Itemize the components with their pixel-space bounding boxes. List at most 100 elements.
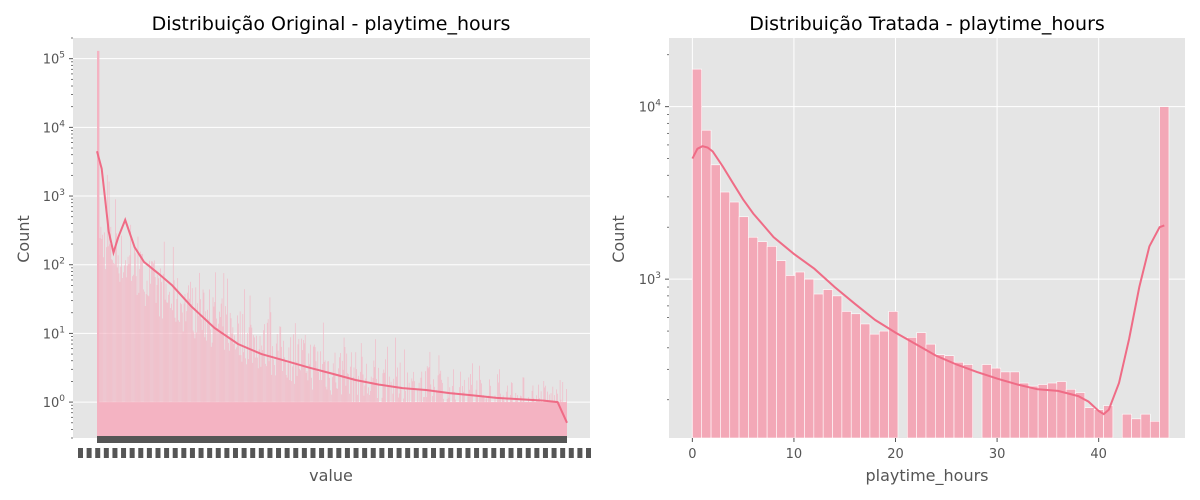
bar-original-265 <box>336 388 338 403</box>
bar-original-376 <box>436 390 438 403</box>
bar-original-125 <box>209 329 211 403</box>
xtick-label-original-40 <box>422 448 428 458</box>
bar-original-3 <box>99 238 101 403</box>
bar-original-315 <box>381 397 383 403</box>
bar-original-304 <box>371 381 373 403</box>
bar-original-37 <box>130 224 132 403</box>
bar-original-508 <box>556 389 557 403</box>
bar-original-36 <box>129 255 131 403</box>
bar-original-158 <box>239 311 241 403</box>
bar-original-515 <box>562 382 564 403</box>
xtick-label-original-42 <box>439 448 445 458</box>
bar-original-513 <box>560 399 562 403</box>
bar-original-395 <box>454 391 455 403</box>
original-ytick-base-3: 10 <box>43 190 60 205</box>
bar-original-373 <box>434 386 435 403</box>
xtick-label-original-7 <box>138 448 144 458</box>
xtick-label-treated-1: 10 <box>786 447 803 462</box>
bar-original-414 <box>471 384 472 403</box>
kde-curve-original <box>96 150 568 424</box>
bar-original-321 <box>387 346 388 403</box>
bar-original-293 <box>361 356 363 403</box>
bar-original-13 <box>108 181 110 403</box>
bar-original-54 <box>145 294 147 403</box>
y-axis-label-original: Count <box>14 215 33 263</box>
bar-original-168 <box>248 327 250 403</box>
bar-original-410 <box>467 396 469 403</box>
bar-original-459 <box>511 383 513 403</box>
xtick-label-original-12 <box>181 448 187 458</box>
bar-original-140 <box>223 273 225 403</box>
bar-original-189 <box>267 319 269 403</box>
bar-original-250 <box>322 322 324 403</box>
bar-original-120 <box>205 311 207 403</box>
bar-original-371 <box>432 395 433 403</box>
bar-original-190 <box>268 361 270 403</box>
bar-original-383 <box>443 398 444 403</box>
x-axis-label-treated: playtime_hours <box>865 466 988 486</box>
bar-original-59 <box>150 283 151 403</box>
xtick-label-treated-3: 30 <box>989 447 1006 462</box>
bar-treated-22 <box>906 337 917 439</box>
bar-original-234 <box>308 353 310 403</box>
bar-treated-5 <box>738 216 749 439</box>
bar-original-154 <box>236 347 237 403</box>
bar-original-196 <box>274 365 275 403</box>
chart-title-original: Distribuição Original - playtime_hours <box>152 13 511 35</box>
bar-treated-13 <box>813 293 824 439</box>
bar-original-295 <box>363 395 365 403</box>
bar-original-303 <box>370 376 372 403</box>
bar-original-153 <box>235 349 236 403</box>
bar-original-280 <box>350 366 351 403</box>
bar-original-350 <box>413 371 414 403</box>
bar-original-148 <box>230 318 232 403</box>
xtick-label-original-31 <box>344 448 350 458</box>
bar-original-411 <box>468 377 470 403</box>
bar-original-47 <box>139 268 141 403</box>
original-ytick-base-4: 10 <box>43 121 60 136</box>
bar-treated-24 <box>925 343 936 439</box>
bar-original-239 <box>313 346 314 403</box>
bar-treated-38 <box>1065 388 1076 439</box>
bar-original-184 <box>263 330 264 403</box>
original-ytick-base-1: 10 <box>43 327 60 342</box>
bar-original-213 <box>289 380 291 403</box>
bar-original-390 <box>449 387 451 403</box>
bar-original-294 <box>362 374 364 403</box>
bar-original-87 <box>175 321 177 403</box>
bar-original-99 <box>186 311 188 403</box>
xtick-label-original-9 <box>155 448 161 458</box>
bar-original-248 <box>321 380 322 403</box>
bar-original-77 <box>166 302 168 403</box>
xtick-label-original-47 <box>482 448 488 458</box>
bar-treated-3 <box>720 191 731 439</box>
bar-original-174 <box>254 337 255 403</box>
bar-treated-35 <box>1037 384 1048 439</box>
xtick-label-original-26 <box>301 448 307 458</box>
bar-treated-45 <box>1140 413 1151 439</box>
bar-original-baseline <box>97 402 567 438</box>
bar-original-208 <box>285 360 286 403</box>
bar-original-299 <box>367 393 368 403</box>
bar-original-269 <box>340 353 341 403</box>
bar-original-278 <box>348 374 349 403</box>
bar-original-197 <box>275 375 276 403</box>
bar-original-133 <box>217 328 218 403</box>
bar-original-22 <box>116 267 118 403</box>
bar-original-150 <box>232 327 234 403</box>
xtick-label-original-52 <box>525 448 531 458</box>
bar-original-322 <box>388 386 389 403</box>
bar-original-95 <box>182 331 184 403</box>
xtick-label-original-14 <box>198 448 204 458</box>
bar-original-111 <box>197 303 198 403</box>
bar-original-433 <box>488 395 489 403</box>
bar-original-273 <box>343 337 345 403</box>
bar-treated-2 <box>710 164 721 439</box>
bar-original-450 <box>503 400 505 403</box>
xtick-label-treated-0: 0 <box>688 447 696 462</box>
bar-original-454 <box>507 385 508 403</box>
bar-original-117 <box>202 289 204 403</box>
bar-original-33 <box>126 265 128 403</box>
bar-original-30 <box>124 265 125 403</box>
bar-original-220 <box>295 361 297 403</box>
